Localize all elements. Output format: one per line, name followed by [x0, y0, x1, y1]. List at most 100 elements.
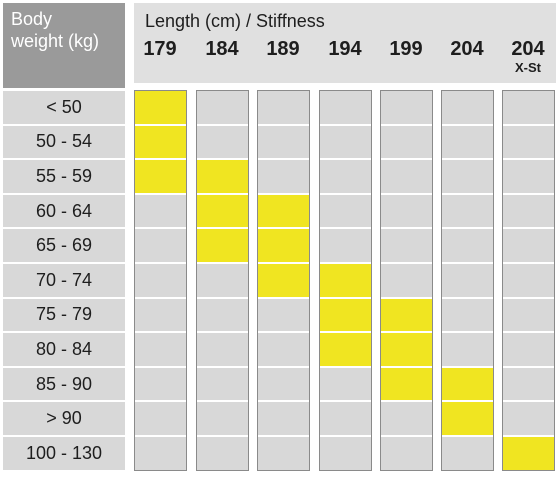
cell-empty — [441, 124, 494, 160]
cell-empty — [380, 124, 433, 160]
cell-empty — [502, 90, 555, 125]
cell-highlighted — [196, 193, 249, 229]
cell-empty — [441, 297, 494, 333]
cell-empty — [134, 332, 187, 367]
row-label-1: 50 - 54 — [3, 125, 125, 159]
column-label-3: 194 — [328, 38, 362, 60]
cell-empty — [441, 332, 494, 367]
cell-highlighted — [134, 124, 187, 160]
row-label-6: 75 - 79 — [3, 298, 125, 332]
cell-empty — [502, 193, 555, 229]
cell-empty — [502, 332, 555, 367]
cell-empty — [441, 193, 494, 229]
cell-highlighted — [134, 90, 187, 125]
cell-highlighted — [196, 228, 249, 263]
chart-title: Length (cm) / Stiffness — [145, 11, 325, 31]
cell-empty — [196, 263, 249, 298]
cell-empty — [380, 263, 433, 298]
cell-highlighted — [319, 297, 372, 333]
row-label-10: 100 - 130 — [3, 437, 125, 470]
cell-empty — [380, 228, 433, 263]
cell-empty — [257, 297, 310, 333]
cell-highlighted — [319, 263, 372, 298]
cell-empty — [502, 401, 555, 436]
cell-empty — [319, 401, 372, 436]
cell-empty — [380, 401, 433, 436]
cell-empty — [319, 193, 372, 229]
cell-highlighted — [441, 401, 494, 436]
cell-highlighted — [257, 228, 310, 263]
cell-highlighted — [380, 332, 433, 367]
cell-empty — [196, 297, 249, 333]
row-label-9: > 90 — [3, 402, 125, 435]
cell-empty — [319, 124, 372, 160]
cell-empty — [441, 436, 494, 471]
cell-empty — [380, 90, 433, 125]
cell-empty — [502, 124, 555, 160]
cell-empty — [257, 436, 310, 471]
cell-empty — [134, 366, 187, 402]
cell-empty — [319, 366, 372, 402]
row-label-0: < 50 — [3, 91, 125, 124]
row-header-line-2: weight (kg) — [11, 31, 100, 51]
column-label-1: 184 — [205, 38, 239, 60]
column-label-2: 189 — [266, 38, 300, 60]
cell-highlighted — [319, 332, 372, 367]
row-header-box — [3, 3, 125, 88]
row-label-5: 70 - 74 — [3, 264, 125, 297]
row-header-title: Body weight (kg) — [11, 8, 99, 52]
cell-empty — [196, 332, 249, 367]
column-header-box — [134, 3, 556, 83]
cell-empty — [257, 366, 310, 402]
cell-empty — [196, 124, 249, 160]
column-label-4: 199 — [389, 38, 423, 60]
cell-empty — [441, 159, 494, 194]
row-label-8: 85 - 90 — [3, 367, 125, 401]
cell-empty — [441, 263, 494, 298]
cell-empty — [319, 159, 372, 194]
cell-empty — [441, 90, 494, 125]
cell-empty — [502, 159, 555, 194]
row-label-2: 55 - 59 — [3, 160, 125, 193]
cell-highlighted — [380, 297, 433, 333]
cell-empty — [502, 228, 555, 263]
cell-empty — [441, 228, 494, 263]
cell-empty — [502, 366, 555, 402]
cell-empty — [134, 263, 187, 298]
column-sublabel-6: X-St — [515, 60, 541, 75]
cell-empty — [257, 401, 310, 436]
cell-highlighted — [380, 366, 433, 402]
cell-empty — [134, 436, 187, 471]
cell-highlighted — [441, 366, 494, 402]
row-label-3: 60 - 64 — [3, 194, 125, 228]
cell-empty — [196, 401, 249, 436]
cell-highlighted — [134, 159, 187, 194]
cell-empty — [319, 228, 372, 263]
column-label-6: 204 — [511, 38, 545, 60]
cell-empty — [134, 297, 187, 333]
cell-empty — [502, 263, 555, 298]
cell-highlighted — [257, 193, 310, 229]
cell-empty — [134, 401, 187, 436]
cell-highlighted — [257, 263, 310, 298]
cell-empty — [380, 193, 433, 229]
cell-empty — [257, 332, 310, 367]
column-label-5: 204 — [450, 38, 484, 60]
cell-empty — [319, 90, 372, 125]
row-header-line-1: Body — [11, 9, 53, 29]
cell-highlighted — [502, 436, 555, 471]
cell-empty — [196, 90, 249, 125]
cell-empty — [134, 193, 187, 229]
cell-empty — [134, 228, 187, 263]
cell-empty — [257, 159, 310, 194]
cell-empty — [380, 436, 433, 471]
row-label-7: 80 - 84 — [3, 333, 125, 366]
cell-empty — [502, 297, 555, 333]
column-label-0: 179 — [143, 38, 177, 60]
cell-empty — [257, 124, 310, 160]
row-label-4: 65 - 69 — [3, 229, 125, 262]
cell-empty — [257, 90, 310, 125]
cell-highlighted — [196, 159, 249, 194]
cell-empty — [319, 436, 372, 471]
